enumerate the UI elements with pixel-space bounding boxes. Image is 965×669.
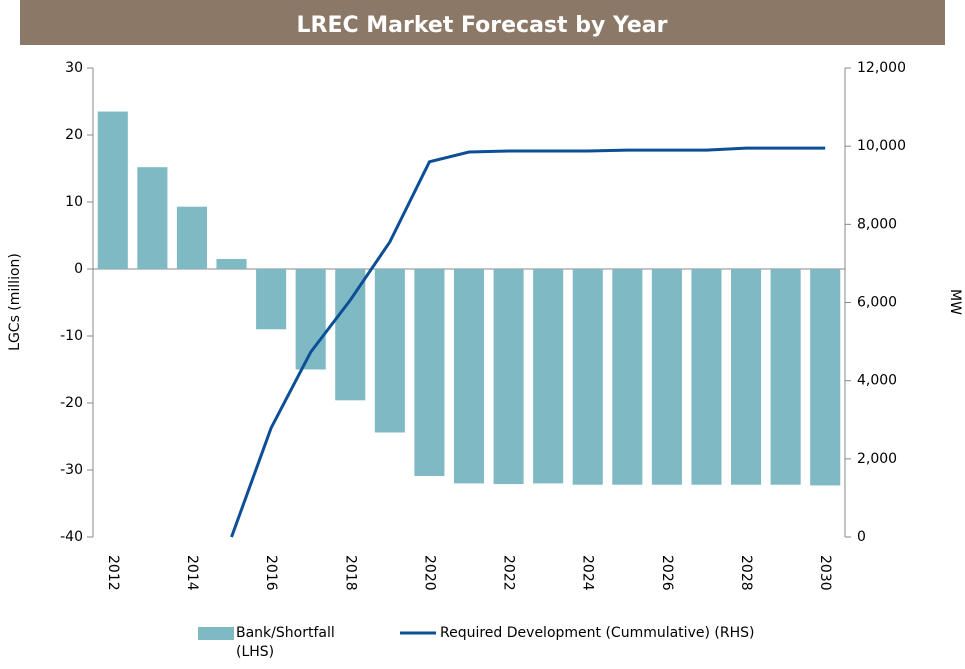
x-tick-label: 2022 (501, 555, 517, 591)
y-tick-label: 30 (65, 60, 83, 76)
x-tick-label: 2024 (580, 555, 596, 591)
chart-title: LREC Market Forecast by Year (297, 13, 668, 38)
y2-tick-label: 0 (857, 529, 866, 545)
legend-swatch (198, 627, 234, 640)
y-tick-label: 10 (65, 194, 83, 210)
bar (810, 269, 841, 486)
y2-tick-label: 2,000 (857, 451, 897, 467)
x-tick-label: 2026 (659, 555, 675, 591)
bar (216, 258, 247, 269)
bar (651, 269, 682, 485)
x-tick-label: 2012 (105, 555, 121, 591)
bar (770, 269, 801, 485)
x-tick-label: 2028 (738, 555, 754, 591)
bar (731, 269, 762, 485)
x-tick-label: 2018 (342, 555, 358, 591)
y2-tick-label: 6,000 (857, 295, 897, 311)
y-axis-title: LGCs (million) (7, 253, 23, 351)
y2-tick-label: 10,000 (857, 138, 906, 154)
y2-axis-title: MW (947, 289, 963, 315)
bar (256, 269, 287, 330)
x-tick-label: 2016 (263, 555, 279, 591)
y-tick-label: 20 (65, 127, 83, 143)
bar (691, 269, 722, 485)
bar (572, 269, 603, 485)
y2-tick-label: 4,000 (857, 373, 897, 389)
bar (137, 167, 168, 269)
bar (493, 269, 524, 485)
y-tick-label: -20 (60, 395, 83, 411)
bar (453, 269, 485, 484)
bar (176, 206, 207, 269)
bar (335, 269, 366, 401)
y-tick-label: -40 (60, 529, 83, 545)
bar (533, 269, 564, 484)
bar (612, 269, 643, 485)
x-tick-label: 2014 (184, 555, 200, 591)
line (230, 146, 826, 538)
y-tick-label: 0 (74, 261, 83, 277)
legend-label: Bank/Shortfall (LHS) (236, 625, 335, 660)
x-tick-label: 2030 (817, 555, 833, 591)
legend-label: Required Development (Cummulative) (RHS) (440, 625, 755, 641)
x-tick-label: 2020 (421, 555, 437, 591)
bar (374, 269, 405, 433)
y-tick-label: -10 (60, 328, 83, 344)
bar (414, 269, 445, 477)
y2-tick-label: 8,000 (857, 216, 897, 232)
bar (97, 111, 128, 269)
y2-tick-label: 12,000 (857, 60, 906, 76)
title-banner (20, 0, 945, 45)
y-tick-label: -30 (60, 462, 83, 478)
